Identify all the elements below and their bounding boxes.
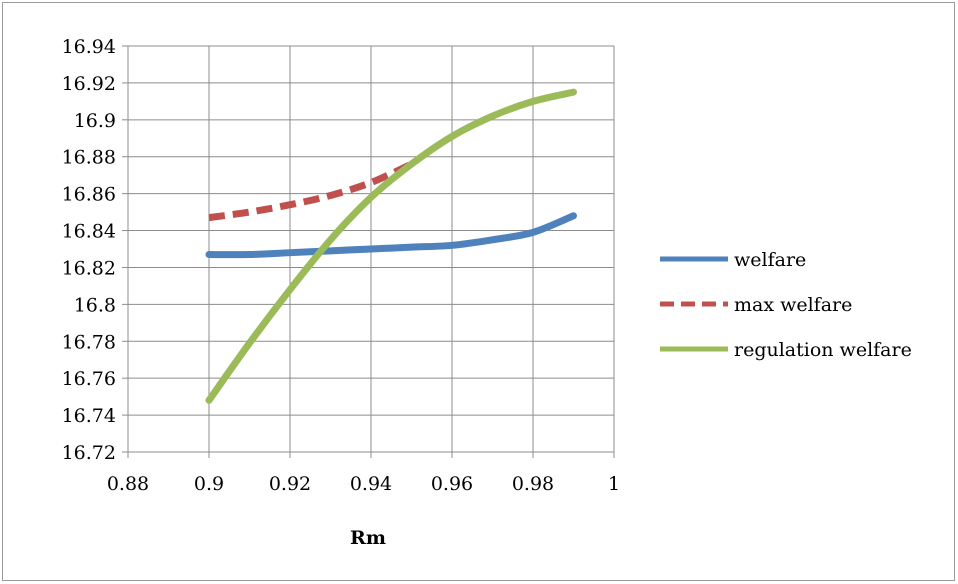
legend-label-max-welfare: max welfare	[734, 294, 852, 316]
y-tick-label: 16.82	[62, 257, 116, 279]
series-layer	[205, 88, 577, 404]
y-tick-label: 16.86	[62, 184, 116, 206]
axis-layer: 16.72 16.74 16.76 16.78 16.8 16.82 16.84 16.86 1…	[62, 36, 620, 495]
legend-label-regulation-welfare: regulation welfare	[734, 339, 912, 361]
x-tick-label: 0.88	[107, 473, 149, 495]
legend: welfare max welfare regulation welfare	[660, 249, 912, 361]
series-line-welfare	[205, 212, 577, 259]
y-tick-label: 16.74	[62, 405, 116, 427]
y-tick-label: 16.78	[62, 331, 116, 353]
series-line-max-welfare	[208, 160, 413, 222]
x-tick-label: 0.94	[350, 473, 392, 495]
label-layer: Rm	[350, 527, 386, 549]
y-tick-label: 16.8	[74, 294, 116, 316]
y-tick-label: 16.84	[62, 221, 116, 243]
y-tick-label: 16.72	[62, 442, 116, 464]
x-tick-label: 0.96	[431, 473, 473, 495]
x-tick-label: 1	[608, 473, 620, 495]
legend-label-welfare: welfare	[734, 249, 806, 271]
y-tick-label: 16.94	[62, 36, 116, 58]
x-tick-label: 0.98	[512, 473, 554, 495]
x-tick-label: 0.92	[269, 473, 311, 495]
x-tick-label: 0.9	[194, 473, 224, 495]
series-line-regulation-welfare	[205, 88, 577, 404]
x-axis-label: Rm	[350, 527, 386, 549]
y-tick-label: 16.9	[74, 110, 116, 132]
y-tick-label: 16.88	[62, 147, 116, 169]
y-tick-label: 16.92	[62, 73, 116, 95]
y-tick-label: 16.76	[62, 368, 116, 390]
